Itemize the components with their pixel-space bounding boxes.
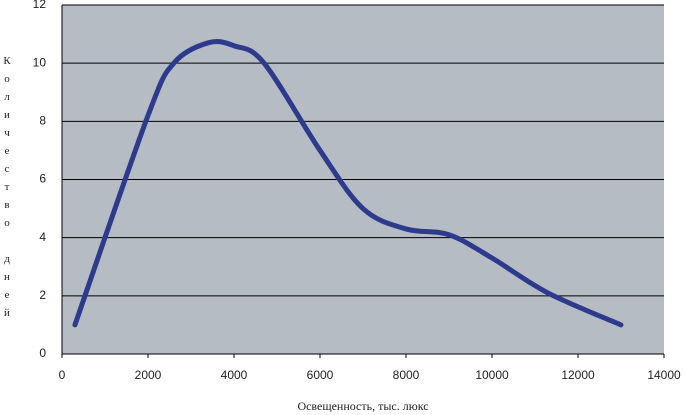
y-tick-label: 2 bbox=[39, 288, 46, 302]
y-tick-label: 12 bbox=[33, 0, 47, 11]
data-line bbox=[72, 39, 624, 328]
x-axis-label: Освещенность, тыс. люкс bbox=[297, 399, 428, 413]
x-tick-label: 2000 bbox=[135, 368, 162, 382]
y-tick-label: 0 bbox=[39, 346, 46, 360]
y-axis-label: Количество дней bbox=[1, 55, 13, 325]
x-tick-label: 8000 bbox=[393, 368, 420, 382]
y-tick-label: 4 bbox=[39, 230, 46, 244]
x-tick-label: 12000 bbox=[561, 368, 595, 382]
y-tick-label: 6 bbox=[39, 172, 46, 186]
y-tick-label: 10 bbox=[33, 55, 47, 69]
x-tick-label: 14000 bbox=[647, 368, 681, 382]
x-tick-label: 0 bbox=[59, 368, 66, 382]
y-tick-label: 8 bbox=[39, 114, 46, 128]
x-tick-label: 4000 bbox=[221, 368, 248, 382]
x-tick-label: 10000 bbox=[475, 368, 509, 382]
x-tick-label: 6000 bbox=[307, 368, 334, 382]
